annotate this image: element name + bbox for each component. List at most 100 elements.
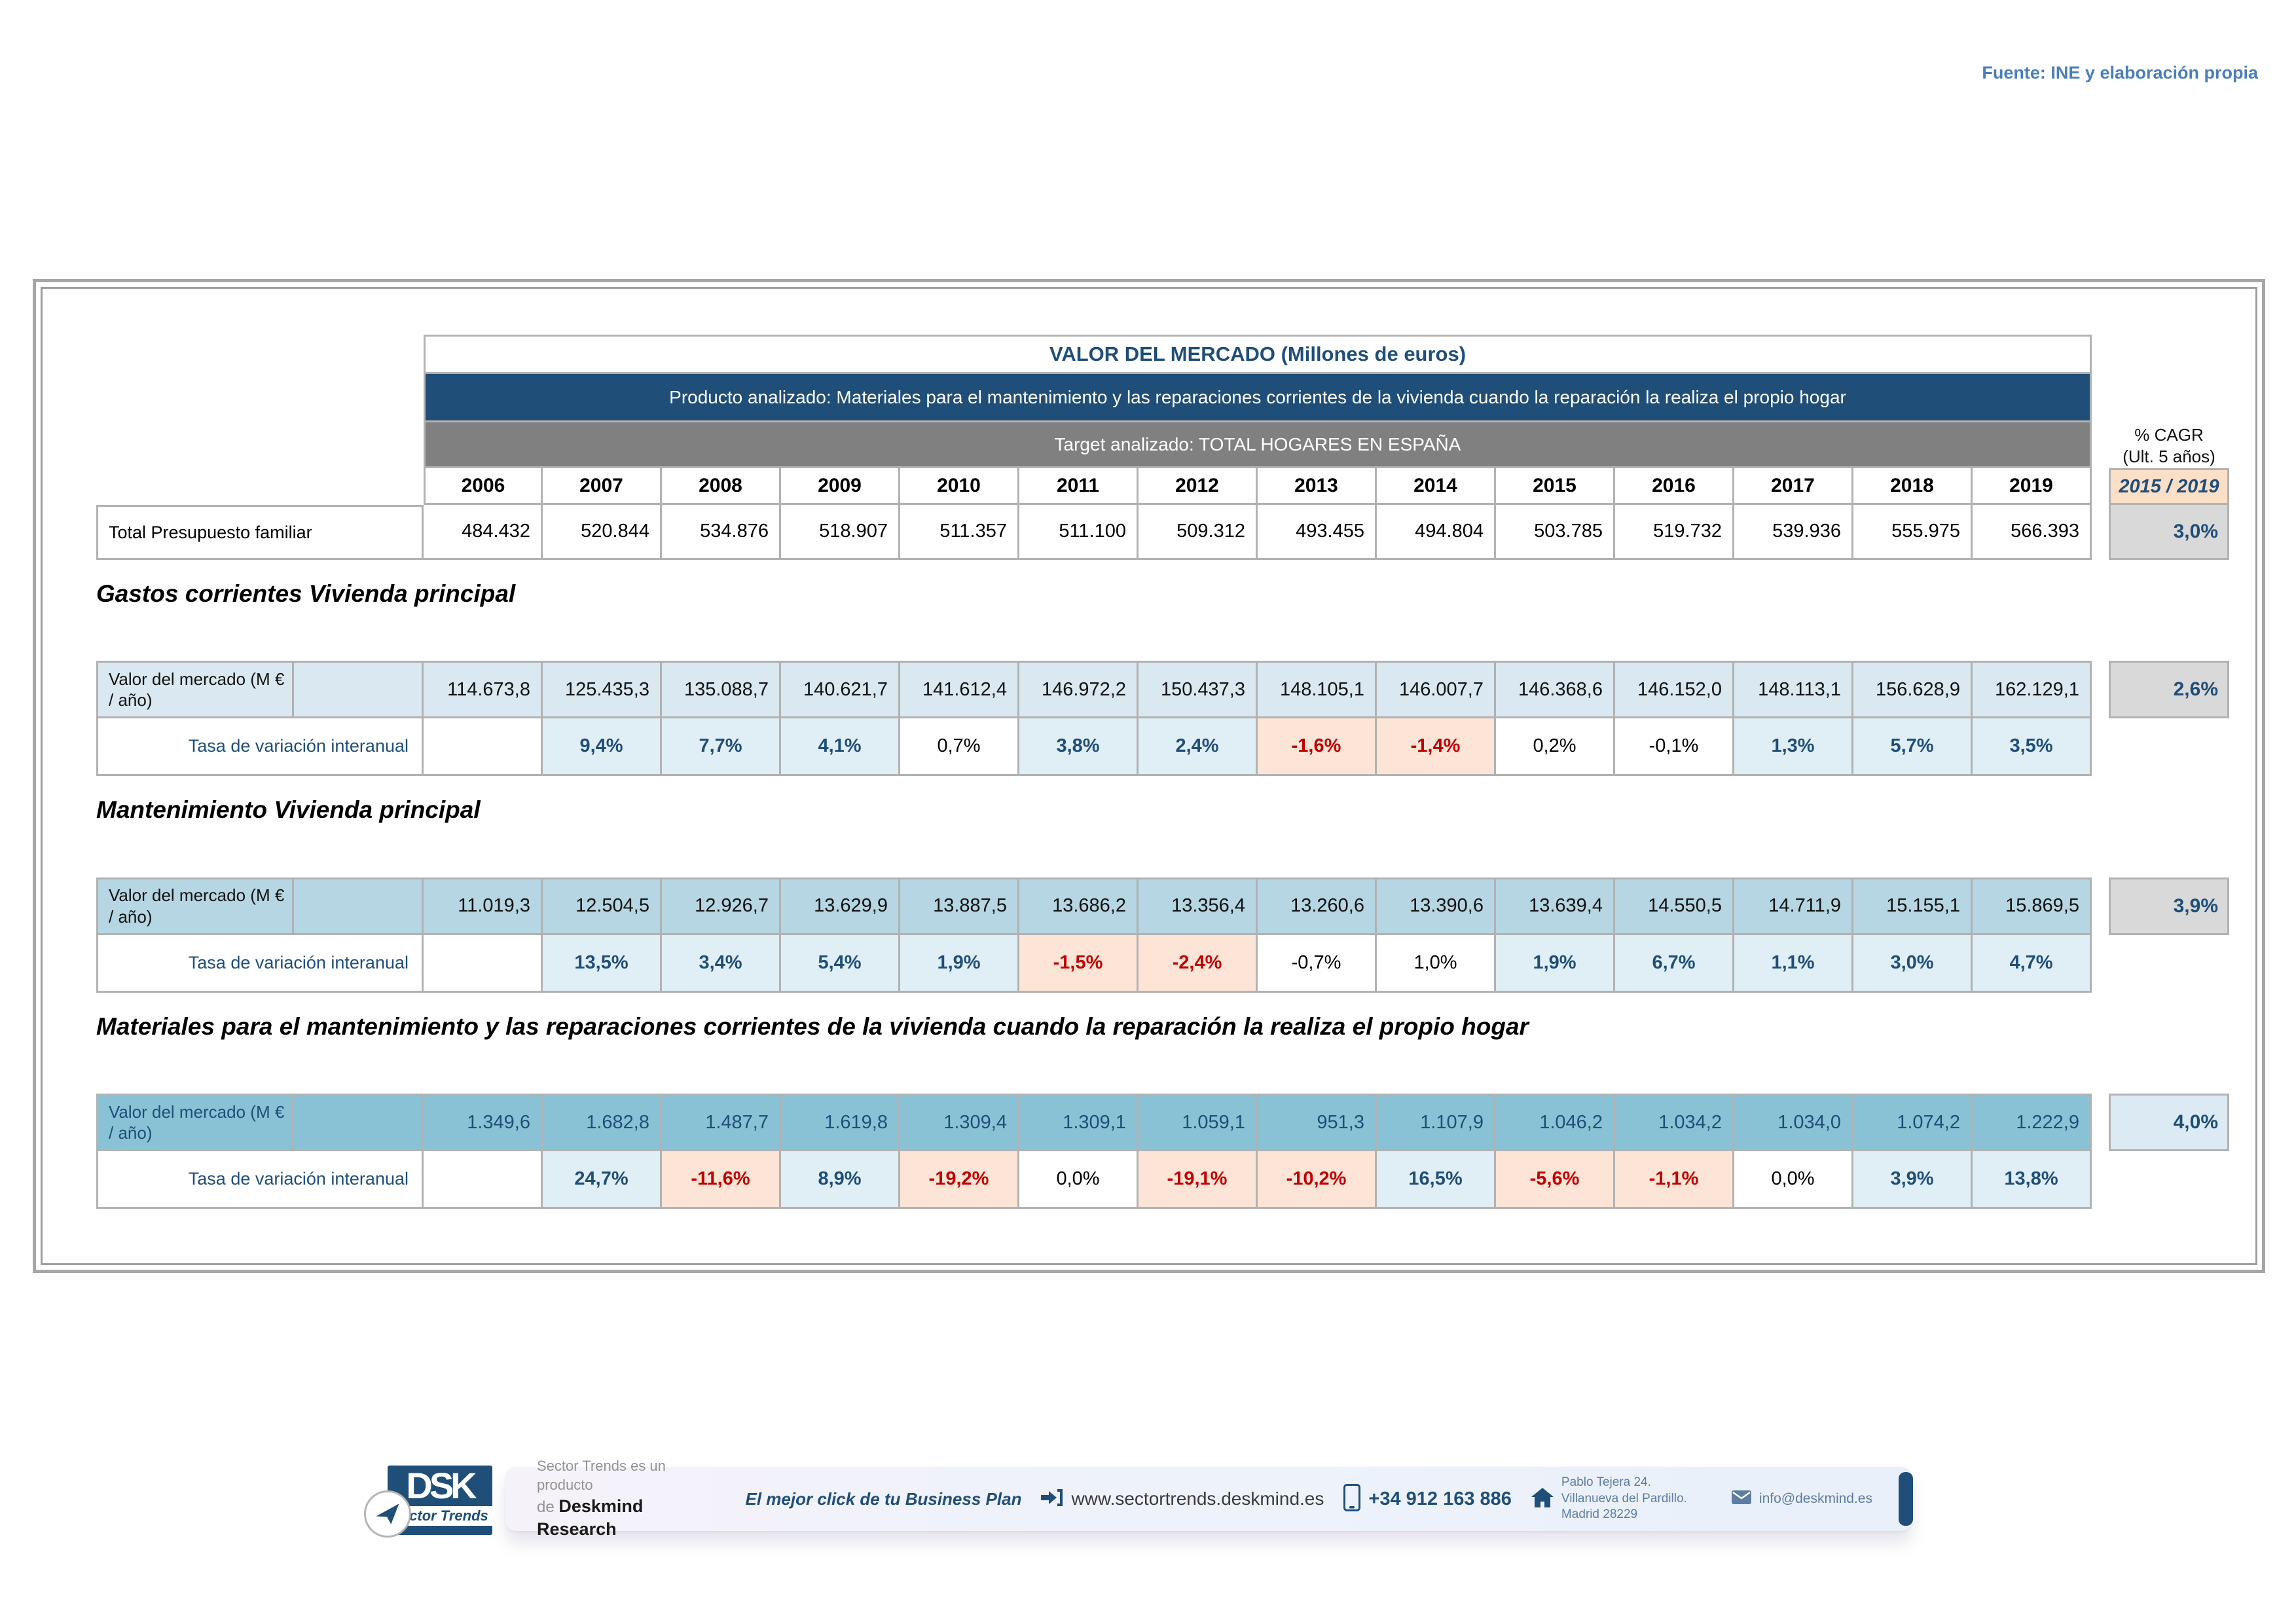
variation-cell: 6,7% <box>1615 934 1734 993</box>
section-heading: Gastos corrientes Vivienda principal <box>96 580 516 607</box>
empty-cell <box>424 1151 543 1209</box>
market-value-cell: 1.682,8 <box>543 1094 662 1152</box>
cagr-period-cell: 2015 / 2019 <box>2109 468 2229 505</box>
market-value-cell: 14.550,5 <box>1615 877 1734 935</box>
email-link[interactable]: info@deskmind.es <box>1758 1491 1872 1506</box>
market-value-cell: 1.059,1 <box>1139 1094 1258 1152</box>
year-cell: 2011 <box>1019 468 1139 505</box>
year-cell: 2009 <box>781 468 900 505</box>
variation-cell: 8,9% <box>781 1151 900 1209</box>
market-value-cell: 141.612,4 <box>900 661 1019 719</box>
total-value-cell: 484.432 <box>424 505 543 560</box>
year-cell: 2016 <box>1615 468 1734 505</box>
phone-row: +34 912 163 886 <box>1343 1483 1512 1515</box>
market-value-cell: 1.222,9 <box>1973 1094 2092 1152</box>
market-value-cell: 1.074,2 <box>1853 1094 1973 1152</box>
market-value-cell: 12.504,5 <box>543 877 662 935</box>
variation-cell: 1,9% <box>1496 934 1615 993</box>
variation-cell: -2,4% <box>1139 934 1258 993</box>
market-value-cell: 146.972,2 <box>1019 661 1139 719</box>
market-value-cell: 13.356,4 <box>1139 877 1258 935</box>
empty-cell <box>424 718 543 777</box>
variation-cell: -5,6% <box>1496 1151 1615 1209</box>
table-title: VALOR DEL MERCADO (Millones de euros) <box>424 335 2092 374</box>
market-value-cell: 12.926,7 <box>662 877 781 935</box>
arrow-enter-icon <box>1041 1488 1063 1511</box>
report-frame: VALOR DEL MERCADO (Millones de euros) Pr… <box>41 287 2257 1265</box>
variation-cell: 5,4% <box>781 934 900 993</box>
paper-plane-icon <box>364 1490 411 1538</box>
empty-cell <box>294 661 424 719</box>
market-value-label: Valor del mercado (M € / año) <box>96 661 294 719</box>
market-value-cell: 13.629,9 <box>781 877 900 935</box>
source-note: Fuente: INE y elaboración propia <box>1982 63 2258 83</box>
total-value-cell: 520.844 <box>543 505 662 560</box>
mail-icon <box>1731 1490 1751 1507</box>
empty-cell <box>424 934 543 993</box>
website-link[interactable]: www.sectortrends.deskmind.es <box>1071 1488 1324 1509</box>
market-value-cell: 135.088,7 <box>662 661 781 719</box>
product-analyzed-row: Producto analizado: Materiales para el m… <box>424 374 2092 422</box>
year-cell: 2014 <box>1377 468 1496 505</box>
website-row: www.sectortrends.deskmind.es <box>1041 1488 1324 1511</box>
year-cell: 2017 <box>1734 468 1853 505</box>
market-value-cell: 1.619,8 <box>781 1094 900 1152</box>
market-value-cell: 125.435,3 <box>543 661 662 719</box>
section-band-0: Valor del mercado (M € / año) 2,6% Tasa … <box>96 661 2255 777</box>
market-value-label: Valor del mercado (M € / año) <box>96 877 294 935</box>
total-value-cell: 503.785 <box>1496 505 1615 560</box>
market-value-cell: 114.673,8 <box>424 661 543 719</box>
market-value-cell: 1.046,2 <box>1496 1094 1615 1152</box>
variation-label: Tasa de variación interanual <box>96 934 424 993</box>
variation-cell: -11,6% <box>662 1151 781 1209</box>
variation-cell: 13,5% <box>543 934 662 993</box>
variation-cell: 0,0% <box>1019 1151 1139 1209</box>
variation-cell: 3,0% <box>1853 934 1973 993</box>
year-cell: 2019 <box>1973 468 2092 505</box>
house-icon <box>1531 1487 1554 1511</box>
producer-note-line2: de Deskmind Research <box>537 1496 644 1539</box>
variation-cell: 9,4% <box>543 718 662 777</box>
variation-cell: 3,8% <box>1019 718 1139 777</box>
variation-cell: -19,2% <box>900 1151 1019 1209</box>
section-cagr-cell: 4,0% <box>2109 1094 2229 1152</box>
market-value-cell: 13.390,6 <box>1377 877 1496 935</box>
market-table-header-band: VALOR DEL MERCADO (Millones de euros) Pr… <box>96 335 2255 560</box>
address: Pablo Tejera 24. Villanueva del Pardillo.… <box>1561 1475 1687 1522</box>
variation-cell: 4,1% <box>781 718 900 777</box>
phone-icon <box>1343 1483 1361 1515</box>
total-value-cell: 518.907 <box>781 505 900 560</box>
market-value-cell: 146.007,7 <box>1377 661 1496 719</box>
market-value-cell: 13.260,6 <box>1258 877 1377 935</box>
cagr-header-line1: % CAGR <box>2134 425 2204 445</box>
market-value-cell: 1.309,1 <box>1019 1094 1139 1152</box>
producer-name: Deskmind Research <box>537 1496 644 1539</box>
section-band-1: Valor del mercado (M € / año) 3,9% Tasa … <box>96 877 2255 993</box>
market-value-cell: 11.019,3 <box>424 877 543 935</box>
section-band-2: Valor del mercado (M € / año) 4,0% Tasa … <box>96 1094 2255 1209</box>
variation-cell: -0,1% <box>1615 718 1734 777</box>
variation-label: Tasa de variación interanual <box>96 718 424 777</box>
phone-number: +34 912 163 886 <box>1368 1488 1512 1509</box>
variation-cell: 1,0% <box>1377 934 1496 993</box>
email-row: info@deskmind.es <box>1731 1490 1872 1507</box>
variation-cell: -1,1% <box>1615 1151 1734 1209</box>
market-value-cell: 14.711,9 <box>1734 877 1853 935</box>
variation-cell: 1,1% <box>1734 934 1853 993</box>
variation-cell: 4,7% <box>1973 934 2092 993</box>
variation-cell: 13,8% <box>1973 1151 2092 1209</box>
dsk-logo: DSK Sector Trends <box>364 1466 495 1547</box>
dsk-logo-text: DSK <box>406 1466 477 1506</box>
cagr-header-line2: (Ult. 5 años) <box>2123 446 2215 466</box>
year-cell: 2013 <box>1258 468 1377 505</box>
market-value-label: Valor del mercado (M € / año) <box>96 1094 294 1152</box>
market-value-cell: 15.155,1 <box>1853 877 1973 935</box>
section-heading: Mantenimiento Vivienda principal <box>96 796 481 824</box>
variation-cell: 0,0% <box>1734 1151 1853 1209</box>
cagr-header: % CAGR (Ult. 5 años) <box>2109 422 2229 468</box>
tagline: El mejor click de tu Business Plan <box>745 1488 1022 1509</box>
total-value-cell: 511.357 <box>900 505 1019 560</box>
variation-cell: 1,9% <box>900 934 1019 993</box>
year-cell: 2008 <box>662 468 781 505</box>
total-cagr-cell: 3,0% <box>2109 505 2229 560</box>
